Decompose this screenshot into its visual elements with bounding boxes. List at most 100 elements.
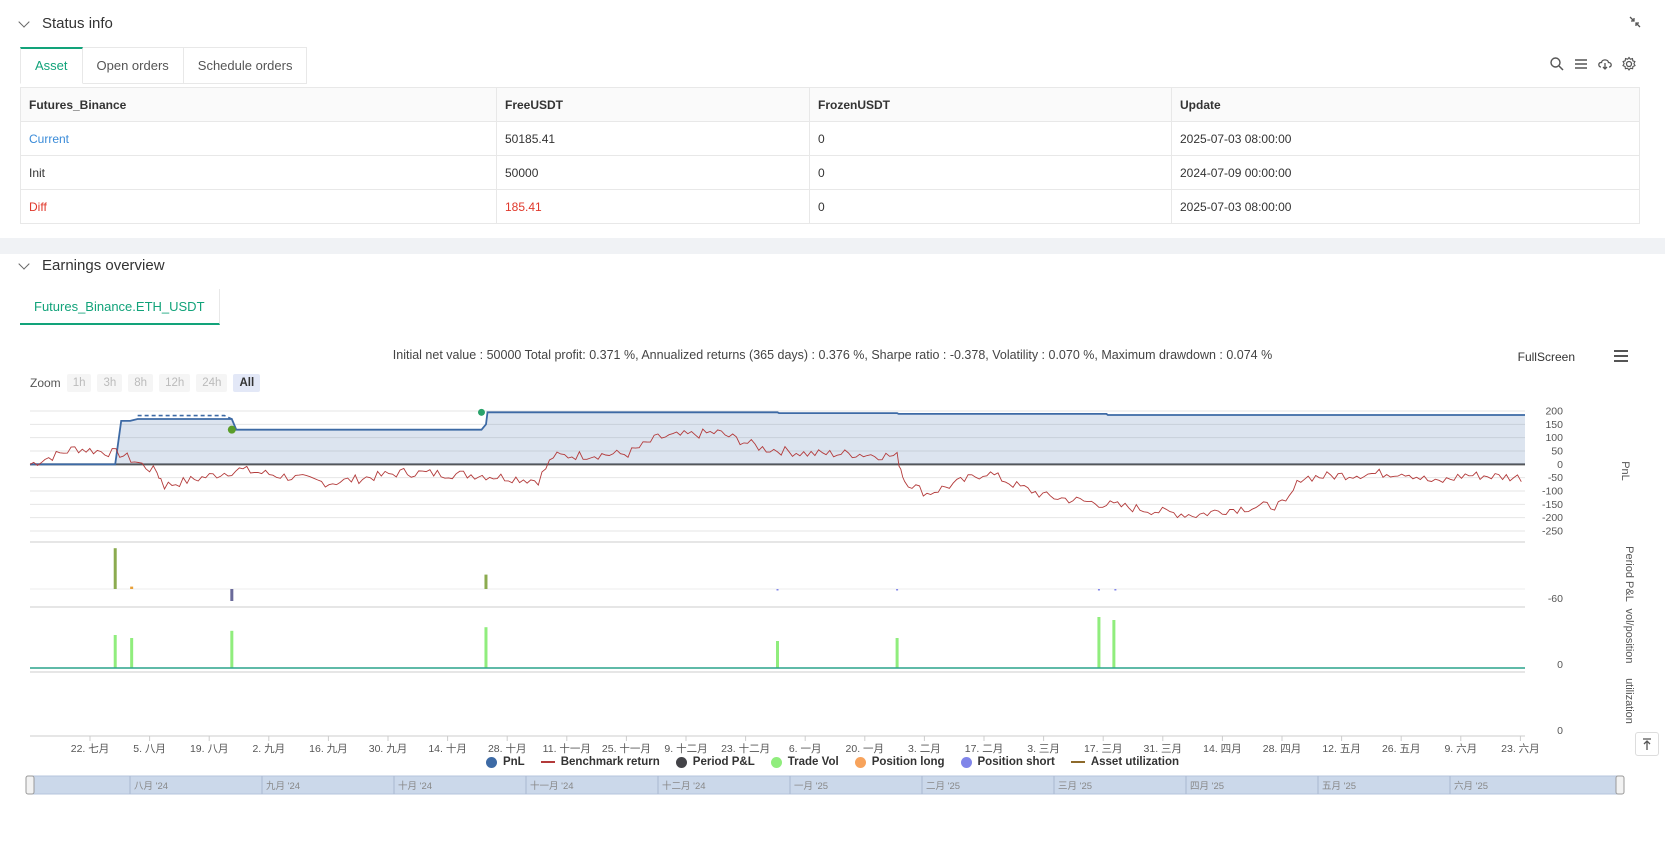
- table-cell: 0: [809, 121, 1172, 156]
- x-tick-label: 12. 五月: [1322, 743, 1361, 755]
- gear-icon[interactable]: [1621, 56, 1637, 72]
- legend-marker: [540, 761, 555, 763]
- menu-icon[interactable]: [1613, 349, 1629, 363]
- x-tick-label: 26. 五月: [1382, 743, 1421, 755]
- trade-vol-bar: [230, 630, 234, 668]
- x-tick-label: 17. 三月: [1084, 743, 1123, 755]
- row-label-diff: Diff: [20, 189, 497, 224]
- col-header: FreeUSDT: [496, 87, 810, 122]
- x-tick-label: 14. 四月: [1203, 743, 1242, 755]
- x-tick-label: 20. 一月: [846, 743, 885, 755]
- legend-marker: [485, 756, 497, 768]
- trade-vol-bar: [776, 641, 779, 668]
- y-tick-label: 200: [1545, 406, 1563, 418]
- legend-item-position-long[interactable]: Position long: [854, 756, 945, 768]
- zoom-12h-button[interactable]: 12h: [159, 374, 191, 392]
- pane-label: Period P&L: [1623, 546, 1635, 602]
- zoom-all-button[interactable]: All: [233, 374, 261, 392]
- table-cell: 50185.41: [496, 121, 810, 156]
- legend-marker: [770, 756, 782, 768]
- legend-label: PnL: [502, 756, 525, 768]
- tab-futures-binance-eth-usdt[interactable]: Futures_Binance.ETH_USDT: [20, 289, 220, 325]
- trade-vol-bar: [113, 635, 117, 668]
- list-icon[interactable]: [1573, 56, 1589, 72]
- navigator-tick-label: 五月 '25: [1322, 781, 1356, 792]
- table-cell: 50000: [496, 155, 810, 190]
- search-icon[interactable]: [1549, 56, 1565, 72]
- zoom-1h-button[interactable]: 1h: [66, 374, 92, 392]
- fullscreen-button[interactable]: FullScreen: [1517, 350, 1575, 364]
- pnl-dashed-line: [137, 414, 233, 420]
- navigator-handle-right: [1615, 775, 1625, 795]
- table-cell: 2025-07-03 08:00:00: [1171, 121, 1640, 156]
- legend-label: Period P&L: [692, 756, 755, 768]
- y-tick-label: 150: [1545, 419, 1563, 431]
- earnings-panel: Earnings overview Futures_Binance.ETH_US…: [0, 254, 1665, 862]
- status-panel: Status info Asset Open orders Schedule o…: [0, 0, 1665, 238]
- legend-item-trade-vol[interactable]: Trade Vol: [770, 756, 839, 768]
- trade-vol-bar: [1112, 620, 1116, 668]
- x-tick-label: 28. 四月: [1263, 743, 1302, 755]
- x-tick-label: 31. 三月: [1144, 743, 1183, 755]
- y-tick-label: 100: [1545, 432, 1563, 444]
- legend-item-period-pnl[interactable]: Period P&L: [675, 756, 755, 768]
- col-header: Futures_Binance: [20, 87, 497, 122]
- legend-item-asset-utilization[interactable]: Asset utilization: [1070, 756, 1180, 768]
- table-row: Current 50185.41 0 2025-07-03 08:00:00: [20, 121, 1640, 156]
- earnings-header[interactable]: Earnings overview: [18, 257, 165, 274]
- earnings-title: Earnings overview: [42, 257, 165, 274]
- x-tick-label: 25. 十一月: [602, 742, 651, 755]
- x-tick-label: 9. 十二月: [664, 742, 707, 755]
- navigator-tick-label: 九月 '24: [266, 780, 300, 792]
- arrow-up-icon: [1643, 738, 1651, 750]
- row-label-current[interactable]: Current: [20, 121, 497, 156]
- legend-item-benchmark[interactable]: Benchmark return: [540, 756, 660, 768]
- pnl-line: [30, 411, 1525, 466]
- y-tick-label: -150: [1542, 499, 1563, 511]
- table-row: Diff 185.41 0 2025-07-03 08:00:00: [20, 189, 1640, 224]
- zoom-3h-button[interactable]: 3h: [97, 374, 123, 392]
- chevron-down-icon[interactable]: [18, 15, 30, 28]
- y-tick-label: -250: [1542, 526, 1563, 538]
- tab-asset[interactable]: Asset: [20, 47, 83, 84]
- legend-label: Position long: [871, 756, 945, 768]
- collapse-icon[interactable]: [1629, 16, 1641, 28]
- navigator-tick-label: 四月 '25: [1190, 781, 1224, 792]
- table-row: Init 50000 0 2024-07-09 00:00:00: [20, 155, 1640, 190]
- scroll-top-button[interactable]: [1635, 732, 1659, 756]
- navigator-tick-label: 六月 '25: [1454, 780, 1488, 792]
- legend-label: Asset utilization: [1090, 756, 1180, 768]
- period-pnl-bar: [1114, 589, 1117, 591]
- tab-open-orders[interactable]: Open orders: [82, 47, 184, 84]
- benchmark-line: [29, 428, 1522, 519]
- table-toolbar: [1549, 56, 1637, 72]
- status-header[interactable]: Status info: [18, 15, 113, 32]
- y-tick-label: 0: [1557, 659, 1563, 671]
- navigator-handle-left: [25, 775, 35, 795]
- pane-label: PnL: [1619, 461, 1631, 481]
- legend-item-pnl[interactable]: PnL: [485, 756, 525, 768]
- legend-marker: [854, 756, 866, 768]
- x-tick-label: 9. 六月: [1444, 743, 1477, 755]
- col-header: FrozenUSDT: [809, 87, 1172, 122]
- x-tick-label: 5. 八月: [133, 743, 166, 755]
- zoom-24h-button[interactable]: 24h: [196, 374, 228, 392]
- x-tick-label: 3. 二月: [908, 743, 941, 755]
- legend-item-position-short[interactable]: Position short: [960, 756, 1055, 768]
- x-tick-label: 3. 三月: [1027, 743, 1060, 755]
- pane-label: vol/position: [1623, 608, 1635, 663]
- period-pnl-bar: [230, 589, 234, 601]
- zoom-8h-button[interactable]: 8h: [128, 374, 154, 392]
- x-tick-label: 11. 十一月: [543, 742, 591, 755]
- cloud-download-icon[interactable]: [1597, 56, 1613, 72]
- y-tick-label: 50: [1551, 446, 1563, 458]
- navigator-tick-label: 二月 '25: [926, 781, 960, 792]
- x-tick-label: 2. 九月: [252, 743, 285, 755]
- period-pnl-bar: [896, 589, 899, 591]
- x-tick-label: 28. 十月: [488, 742, 527, 755]
- y-tick-label: -50: [1548, 472, 1563, 484]
- row-label-init: Init: [20, 155, 497, 190]
- col-header: Update: [1171, 87, 1640, 122]
- tab-schedule-orders[interactable]: Schedule orders: [183, 47, 308, 84]
- y-tick-label: 0: [1557, 459, 1563, 471]
